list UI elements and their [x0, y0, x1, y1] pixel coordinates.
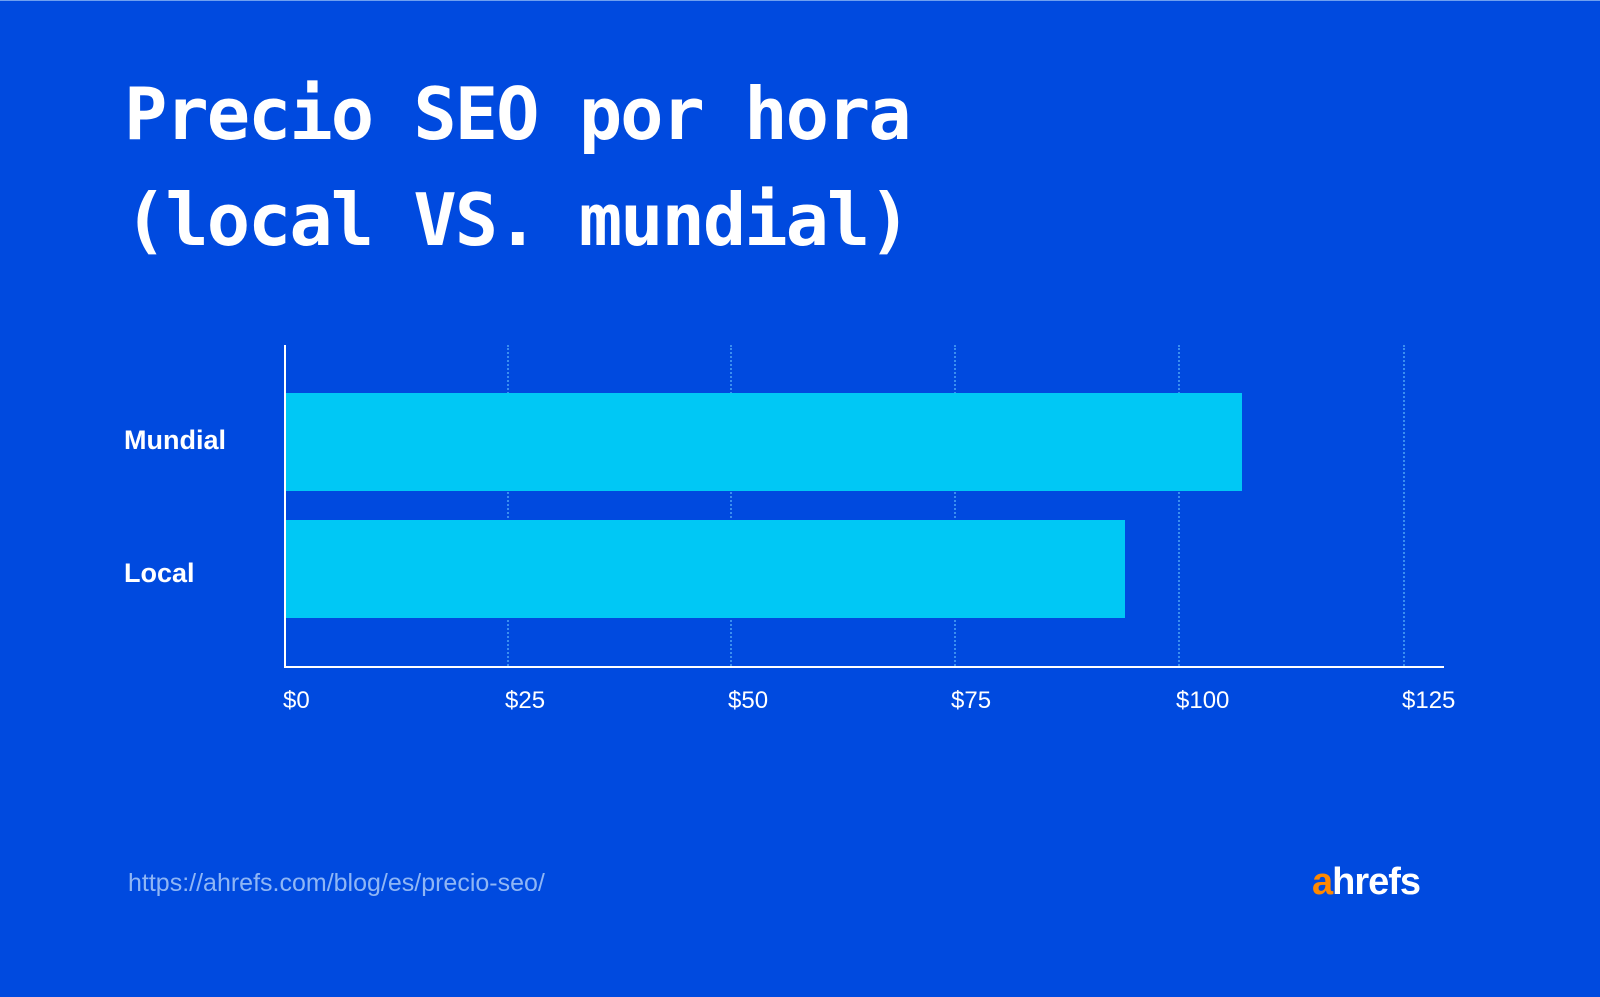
x-axis-line — [284, 666, 1444, 668]
bar-local — [284, 520, 1126, 618]
x-tick-100: $100 — [1176, 687, 1230, 714]
y-axis-line — [284, 345, 286, 668]
logo-text: hrefs — [1332, 861, 1421, 903]
gridline-25 — [507, 345, 509, 666]
plot-area — [284, 345, 1444, 668]
x-tick-75: $75 — [951, 687, 992, 714]
bar-mundial — [284, 393, 1242, 491]
logo-accent: a — [1312, 861, 1333, 903]
gridline-100 — [1178, 345, 1180, 666]
chart-title: Precio SEO por hora (local VS. mundial) — [124, 61, 912, 273]
x-tick-25: $25 — [505, 687, 546, 714]
x-tick-50: $50 — [728, 687, 769, 714]
gridline-125 — [1403, 345, 1405, 666]
x-tick-125: $125 — [1402, 687, 1456, 714]
x-tick-0: $0 — [283, 687, 310, 714]
category-label-mundial: Mundial — [124, 425, 226, 455]
ahrefs-logo: ahrefs — [1312, 861, 1421, 904]
title-line-1: Precio SEO por hora — [124, 72, 912, 156]
source-url: https://ahrefs.com/blog/es/precio-seo/ — [128, 869, 545, 897]
title-line-2: (local VS. mundial) — [124, 178, 912, 262]
category-label-local: Local — [124, 558, 195, 588]
gridline-50 — [730, 345, 732, 666]
gridline-75 — [954, 345, 956, 666]
